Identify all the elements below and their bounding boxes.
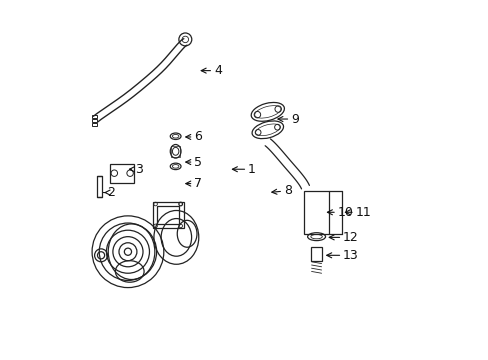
Bar [92,119,97,122]
Text: 12: 12 [328,231,358,244]
Text: 13: 13 [326,249,358,262]
Bar [171,145,180,157]
Text: 8: 8 [271,184,291,197]
Bar [310,247,322,261]
Bar [303,191,329,234]
Text: 7: 7 [185,177,202,190]
Text: 5: 5 [185,156,202,168]
Text: 10: 10 [327,206,353,219]
Text: 3: 3 [129,163,142,176]
Text: 11: 11 [345,206,371,219]
Bar [110,164,134,183]
Text: 2: 2 [104,186,115,199]
Text: 6: 6 [185,130,202,144]
Text: 9: 9 [277,113,298,126]
Bar [92,123,97,126]
Bar [157,206,179,224]
Text: 4: 4 [201,64,222,77]
Bar [153,202,183,228]
Text: 1: 1 [232,163,255,176]
Bar [92,115,97,118]
Bar [97,176,102,197]
